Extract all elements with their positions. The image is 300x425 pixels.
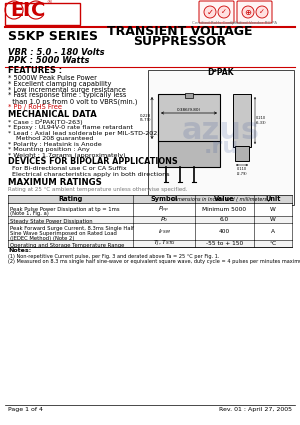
Text: * Low incremental surge resistance: * Low incremental surge resistance <box>8 87 126 93</box>
Text: .ru: .ru <box>203 137 238 157</box>
Text: Symbol: Symbol <box>150 196 178 202</box>
Text: 400: 400 <box>219 230 230 234</box>
Text: ✓: ✓ <box>259 9 265 15</box>
Text: ✓: ✓ <box>221 9 227 15</box>
Circle shape <box>204 6 216 18</box>
Text: Electrical characteristics apply in both directions: Electrical characteristics apply in both… <box>8 172 169 177</box>
Text: Certified RoHs Compli...: Certified RoHs Compli... <box>192 21 240 25</box>
Bar <box>158 141 220 167</box>
Circle shape <box>256 6 268 18</box>
Text: Certified Vendor RU-PA: Certified Vendor RU-PA <box>230 21 278 25</box>
Text: Value: Value <box>214 196 235 202</box>
Bar <box>8 223 292 240</box>
Text: D²PAK: D²PAK <box>208 68 234 77</box>
Text: Rev. 01 : April 27, 2005: Rev. 01 : April 27, 2005 <box>219 407 292 412</box>
Text: ✓: ✓ <box>206 8 214 17</box>
Text: MECHANICAL DATA: MECHANICAL DATA <box>8 110 97 119</box>
Text: E: E <box>10 0 23 20</box>
Bar <box>233 94 251 147</box>
Text: * 5000W Peak Pulse Power: * 5000W Peak Pulse Power <box>8 75 97 81</box>
Text: Rating: Rating <box>58 196 82 202</box>
Text: Method 208 guaranteed: Method 208 guaranteed <box>8 136 94 141</box>
Text: (JEDEC Method) (Note 2): (JEDEC Method) (Note 2) <box>10 236 74 241</box>
FancyBboxPatch shape <box>237 1 272 23</box>
Text: Operating and Storage Temperature Range: Operating and Storage Temperature Range <box>10 243 124 248</box>
Text: Dimensions in Inches and ( millimeters ): Dimensions in Inches and ( millimeters ) <box>172 197 270 202</box>
Text: Peak Forward Surge Current, 8.3ms Single Half: Peak Forward Surge Current, 8.3ms Single… <box>10 226 134 231</box>
Text: * Excellent clamping capability: * Excellent clamping capability <box>8 81 111 87</box>
Text: (2) Measured on 8.3 ms single half sine-wave or equivalent square wave, duty cyc: (2) Measured on 8.3 ms single half sine-… <box>8 258 300 264</box>
Text: 0.386(9.80): 0.386(9.80) <box>177 108 201 112</box>
Bar <box>8 203 292 216</box>
Text: Notes:: Notes: <box>8 248 31 253</box>
Bar <box>185 93 193 98</box>
Text: (1) Non-repetitive Current pulse, per Fig. 3 and derated above Ta = 25 °C per Fi: (1) Non-repetitive Current pulse, per Fi… <box>8 254 220 259</box>
Text: 6.0: 6.0 <box>220 217 229 222</box>
Text: W: W <box>270 207 276 212</box>
Text: MAXIMUM RATINGS: MAXIMUM RATINGS <box>8 178 102 187</box>
Text: °C: °C <box>269 241 277 246</box>
Text: 0.110
(2.79): 0.110 (2.79) <box>237 167 247 176</box>
Text: $I_{FSM}$: $I_{FSM}$ <box>158 227 170 236</box>
Text: Steady State Power Dissipation: Steady State Power Dissipation <box>10 219 92 224</box>
Text: * Fast response time : typically less: * Fast response time : typically less <box>8 92 126 99</box>
Bar <box>8 216 292 223</box>
Text: * Mounting position : Any: * Mounting position : Any <box>8 147 90 152</box>
Text: C: C <box>31 0 45 20</box>
Text: * Epoxy : UL94V-0 rate flame retardant: * Epoxy : UL94V-0 rate flame retardant <box>8 125 133 130</box>
Text: TRANSIENT VOLTAGE: TRANSIENT VOLTAGE <box>107 25 253 38</box>
Text: Rating at 25 °C ambient temperature unless otherwise specified.: Rating at 25 °C ambient temperature unle… <box>8 187 188 192</box>
Text: $T_J, T_{STG}$: $T_J, T_{STG}$ <box>152 239 176 249</box>
Text: azus: azus <box>182 116 260 144</box>
Text: -55 to + 150: -55 to + 150 <box>206 241 243 246</box>
Text: DEVICES FOR BIPOLAR APPLICATIONS: DEVICES FOR BIPOLAR APPLICATIONS <box>8 157 178 166</box>
Bar <box>235 146 249 161</box>
Text: Sine Wave Superimposed on Rated Load: Sine Wave Superimposed on Rated Load <box>10 231 116 236</box>
Text: I: I <box>22 0 29 20</box>
Text: ⊕: ⊕ <box>244 8 251 17</box>
Bar <box>158 94 220 142</box>
Text: Unit: Unit <box>265 196 281 202</box>
Bar <box>148 70 294 205</box>
Text: W: W <box>270 217 276 222</box>
Text: ®: ® <box>46 0 52 5</box>
Text: SUPPRESSOR: SUPPRESSOR <box>134 35 226 48</box>
Text: S5KP SERIES: S5KP SERIES <box>8 30 98 43</box>
Text: * Lead : Axial lead solderable per MIL-STD-202,: * Lead : Axial lead solderable per MIL-S… <box>8 131 159 136</box>
Bar <box>5 3 80 25</box>
Text: * Weight : 1.7grams (approximately): * Weight : 1.7grams (approximately) <box>8 153 126 158</box>
Text: Peak Pulse Power Dissipation at tp = 1ms: Peak Pulse Power Dissipation at tp = 1ms <box>10 207 119 212</box>
Text: A: A <box>271 230 275 234</box>
Text: * Case : D²PAK(TO-263): * Case : D²PAK(TO-263) <box>8 119 82 125</box>
Text: 0.228
(5.79): 0.228 (5.79) <box>140 114 151 122</box>
Text: $P_{pp}$: $P_{pp}$ <box>158 205 169 215</box>
Text: VBR : 5.0 - 180 Volts: VBR : 5.0 - 180 Volts <box>8 48 105 57</box>
Text: For Bi-directional use C or CA Suffix: For Bi-directional use C or CA Suffix <box>8 166 127 171</box>
Bar <box>8 240 292 247</box>
Text: than 1.0 ps from 0 volt to VBRS(min.): than 1.0 ps from 0 volt to VBRS(min.) <box>8 98 137 105</box>
Bar <box>8 196 292 203</box>
Text: * Polarity : Heatsink is Anode: * Polarity : Heatsink is Anode <box>8 142 102 147</box>
FancyBboxPatch shape <box>199 1 234 23</box>
Text: Page 1 of 4: Page 1 of 4 <box>8 407 43 412</box>
Text: FEATURES :: FEATURES : <box>8 66 62 75</box>
Circle shape <box>242 6 254 18</box>
Text: (Note 1, Fig. a): (Note 1, Fig. a) <box>10 211 48 216</box>
Text: 0.210
(5.33): 0.210 (5.33) <box>256 116 267 125</box>
Text: * Pb / RoHS Free: * Pb / RoHS Free <box>8 104 62 110</box>
Circle shape <box>218 6 230 18</box>
Text: Minimum 5000: Minimum 5000 <box>202 207 247 212</box>
Text: $P_0$: $P_0$ <box>160 215 168 224</box>
Text: PPK : 5000 Watts: PPK : 5000 Watts <box>8 56 89 65</box>
